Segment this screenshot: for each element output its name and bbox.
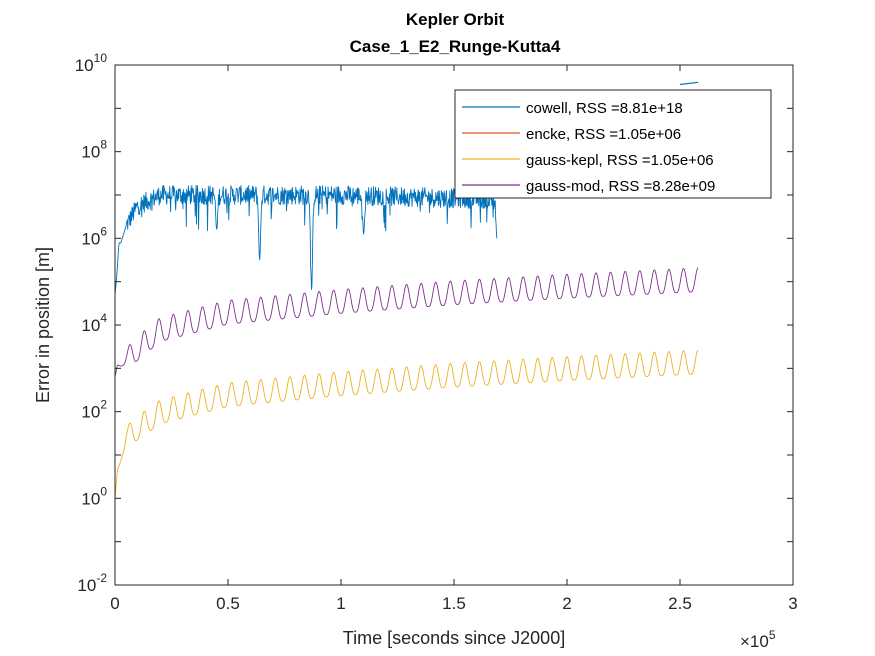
- y-tick-label: 10-2: [77, 571, 107, 595]
- legend-box: [454, 89, 772, 199]
- series-layer: [114, 81, 699, 499]
- x-tick-label: 1.5: [442, 594, 466, 613]
- y-tick-label: 100: [81, 484, 107, 508]
- chart-title: Kepler Orbit: [406, 10, 505, 29]
- series-line-3: [114, 267, 699, 378]
- series-line-0-late: [679, 81, 699, 86]
- x-tick-label: 2: [562, 594, 571, 613]
- y-tick-label: 104: [81, 311, 107, 335]
- chart-subtitle: Case_1_E2_Runge-Kutta4: [350, 37, 561, 56]
- x-tick-label: 0.5: [216, 594, 240, 613]
- y-tick-label: 1010: [75, 51, 108, 75]
- legend-label-2: gauss-kepl, RSS =1.05e+06: [526, 152, 714, 169]
- x-tick-label: 2.5: [668, 594, 692, 613]
- x-tick-label: 0: [110, 594, 119, 613]
- x-multiplier-base: ×10: [740, 632, 769, 651]
- y-tick-label: 102: [81, 398, 107, 422]
- x-multiplier: ×105: [740, 628, 776, 651]
- x-multiplier-exponent: 5: [769, 628, 776, 642]
- x-tick-label: 1: [336, 594, 345, 613]
- legend-label-0: cowell, RSS =8.81e+18: [526, 100, 683, 117]
- y-tick-label: 108: [81, 138, 107, 162]
- x-tick-label: 3: [788, 594, 797, 613]
- legend-label-3: gauss-mod, RSS =8.28e+09: [526, 178, 715, 195]
- legend-label-1: encke, RSS =1.05e+06: [526, 126, 681, 143]
- series-line-0: [114, 184, 498, 295]
- x-axis-label: Time [seconds since J2000]: [343, 628, 565, 648]
- series-line-2: [114, 349, 699, 499]
- axes-layer: 0 0.5 1 1.5 2 2.5 3 10-2 100 102 104 106 108 1010: [75, 51, 798, 613]
- y-axis-label: Error in position [m]: [33, 247, 53, 403]
- legend: cowell, RSS =8.81e+18 encke, RSS =1.05e+0…: [454, 89, 772, 199]
- y-tick-label: 106: [81, 224, 107, 248]
